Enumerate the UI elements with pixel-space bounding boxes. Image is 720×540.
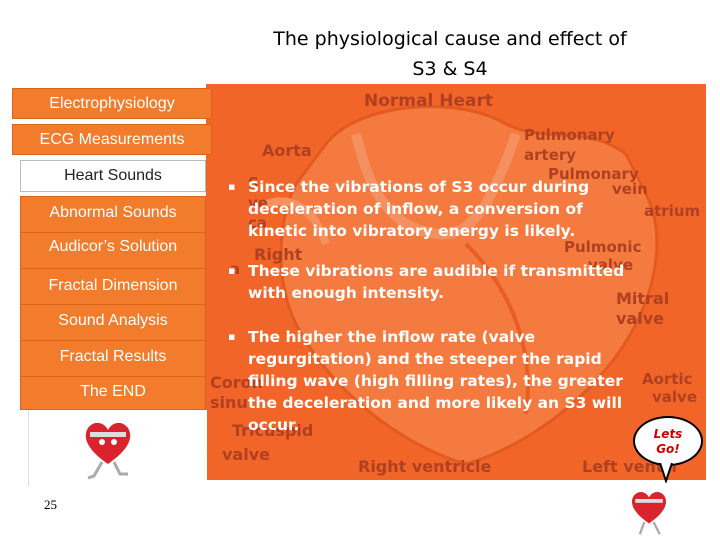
- square-bullet-icon: ▪: [228, 180, 236, 193]
- bullet-line: with enough intensity.: [248, 284, 445, 302]
- lets-go-bubble-button[interactable]: Lets Go!: [633, 416, 703, 466]
- label-sinu: sinu: [210, 393, 248, 412]
- septum-shape: [464, 242, 530, 415]
- running-heart-mascot-small-icon: [631, 491, 667, 535]
- bullet-line: The higher the inflow rate (valve: [248, 328, 536, 346]
- label-aorta: Aorta: [262, 141, 312, 160]
- bullet-line: These vibrations are audible if transmit…: [248, 262, 625, 280]
- label-atrium: atrium: [644, 202, 700, 220]
- label-right: Right: [254, 245, 303, 264]
- slide-title-line-2: S3 & S4: [412, 58, 488, 80]
- bullet-item: ▪ Since the vibrations of S3 occur durin…: [226, 176, 589, 242]
- nav-fractal-results-button[interactable]: Fractal Results: [20, 340, 206, 376]
- label-right-ventricle: Right ventricle: [358, 457, 492, 476]
- heart-diagram: Normal Heart Aorta Pulmonary artery Pulm…: [206, 84, 706, 480]
- bubble-tail-shape: [659, 463, 673, 483]
- page-number: 25: [44, 497, 57, 512]
- bullet-line: occur.: [248, 416, 300, 434]
- nav-electrophysiology-button[interactable]: Electrophysiology: [12, 88, 212, 119]
- bullet-line: kinetic into vibratory energy is likely.: [248, 222, 576, 240]
- label-mitral-1: Mitral: [616, 289, 669, 308]
- square-bullet-icon: ▪: [228, 330, 236, 343]
- slide-title-line-1: The physiological cause and effect of: [273, 28, 627, 50]
- label-pulmonic-2: valve: [588, 256, 633, 274]
- label-pulmonary-vein-2: vein: [612, 180, 648, 198]
- nav-audicors-solution-button[interactable]: Audicor’s Solution: [20, 232, 206, 268]
- label-pulmonic-1: Pulmonic: [564, 238, 641, 256]
- nav-fractal-dimension-button[interactable]: Fractal Dimension: [20, 268, 206, 304]
- label-mitral-2: valve: [616, 309, 664, 328]
- slide-title: The physiological cause and effect of S3…: [230, 24, 670, 84]
- nav-ecg-measurements-button[interactable]: ECG Measurements: [12, 124, 212, 155]
- label-tricuspid-1: Tricuspid: [232, 421, 313, 440]
- bullet-line: filling wave (high filling rates), the g…: [248, 372, 623, 390]
- label-pulmonary-artery-2: artery: [524, 146, 576, 164]
- bubble-line-1: Lets: [653, 427, 683, 441]
- nav-the-end-button[interactable]: The END: [20, 376, 206, 410]
- aorta-shape: [351, 132, 521, 240]
- label-aortic-1: Aortic: [642, 370, 693, 388]
- bullet-item: ▪ The higher the inflow rate (valve regu…: [226, 326, 623, 436]
- heart-diagram-panel: Normal Heart Aorta Pulmonary artery Pulm…: [206, 84, 706, 480]
- bullet-line: Since the vibrations of S3 occur during: [248, 178, 590, 196]
- bullet-line: deceleration of inflow, a conversion of: [248, 200, 583, 218]
- square-bullet-icon: ▪: [228, 264, 236, 277]
- vena-cava-shape: [264, 197, 330, 246]
- label-a-fragment: a: [230, 260, 240, 278]
- nav-sound-analysis-button[interactable]: Sound Analysis: [20, 304, 206, 340]
- label-svc-s: S: [248, 174, 259, 192]
- label-pulmonary-artery-1: Pulmonary: [524, 126, 615, 144]
- bullet-item: ▪ These vibrations are audible if transm…: [226, 260, 624, 304]
- label-pulmonary-vein-1: Pulmonary: [548, 165, 639, 183]
- bubble-line-2: Go!: [656, 442, 680, 456]
- label-coron: Coron: [210, 373, 263, 392]
- label-svc-ca: ca: [248, 214, 267, 232]
- bullet-line: regurgitation) and the steeper the rapid: [248, 350, 602, 368]
- nav-heart-sounds-button[interactable]: Heart Sounds: [20, 160, 206, 192]
- label-tricuspid-2: valve: [222, 445, 270, 464]
- bullet-line: the deceleration and more likely an S3 w…: [248, 394, 623, 412]
- label-aortic-2: valve: [652, 388, 697, 406]
- nav-abnormal-sounds-button[interactable]: Abnormal Sounds: [20, 196, 206, 232]
- running-heart-mascot-icon: [85, 422, 131, 480]
- diagram-heading: Normal Heart: [364, 91, 493, 111]
- label-svc-ve: ve: [248, 194, 268, 212]
